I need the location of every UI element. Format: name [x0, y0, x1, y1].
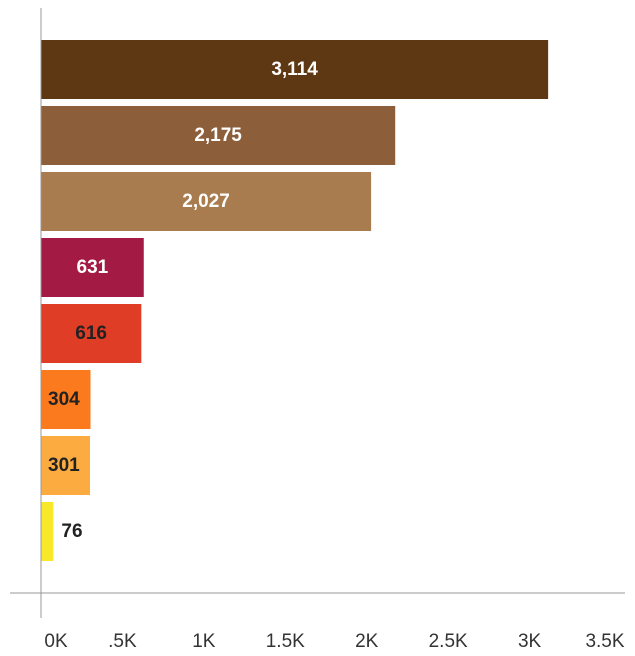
bar-8 [41, 502, 54, 561]
x-tick-label-3: 1K [192, 631, 216, 652]
x-tick-label-2: .5K [108, 631, 137, 652]
x-tick-label-8: 3.5K [585, 631, 624, 652]
bar-value-label-3: 2,027 [182, 191, 230, 212]
bar-7 [41, 436, 91, 495]
bar-value-label-8: 76 [61, 521, 82, 542]
bar-3 [41, 172, 372, 231]
bar-1 [41, 40, 549, 99]
bar-labels-group: 3,114 2,175 2,027 631 616 304 301 76 [48, 59, 318, 542]
bar-4 [41, 238, 144, 297]
bar-value-label-2: 2,175 [194, 125, 242, 146]
bar-value-label-6: 304 [48, 389, 80, 410]
bar-value-label-7: 301 [48, 455, 80, 476]
x-tick-label-7: 3K [518, 631, 542, 652]
bar-value-label-1: 3,114 [271, 59, 318, 80]
x-tick-label-5: 2K [355, 631, 379, 652]
bar-2 [41, 106, 396, 165]
x-tick-label-4: 1.5K [266, 631, 305, 652]
x-axis-tick-labels: 0K .5K 1K 1.5K 2K 2.5K 3K 3.5K [44, 631, 624, 652]
bar-6 [41, 370, 91, 429]
bars-group [41, 40, 549, 561]
bar-5 [41, 304, 142, 363]
x-tick-label-6: 2.5K [429, 631, 468, 652]
x-tick-label-1: 0K [44, 631, 68, 652]
bar-value-label-5: 616 [75, 323, 107, 344]
bar-value-label-4: 631 [77, 257, 109, 278]
